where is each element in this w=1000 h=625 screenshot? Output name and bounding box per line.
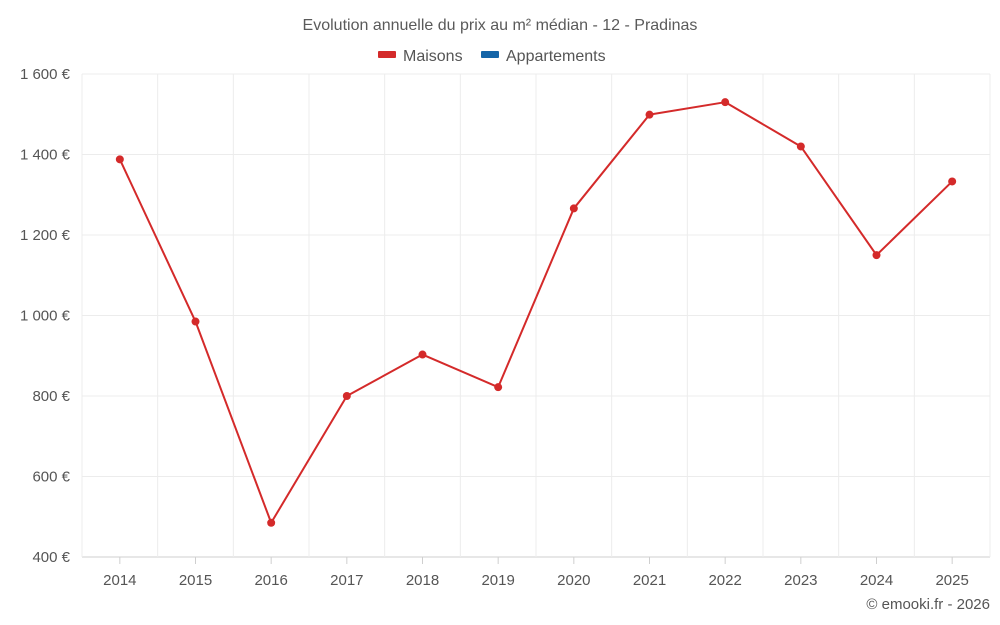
data-point-maisons[interactable] xyxy=(569,204,578,213)
x-tick-label: 2017 xyxy=(330,572,363,589)
legend-swatch-appartements xyxy=(481,51,499,58)
x-tick-label: 2016 xyxy=(254,572,287,589)
y-axis-ticks: 400 € 600 € 800 € 1 000 € 1 200 € 1 400 € 1 60… xyxy=(20,66,71,566)
data-point-maisons[interactable] xyxy=(645,110,654,119)
data-point-maisons[interactable] xyxy=(721,98,730,107)
data-point-maisons[interactable] xyxy=(267,518,276,527)
grid xyxy=(81,73,991,558)
y-tick-label: 1 200 € xyxy=(20,227,71,244)
y-tick-label: 1 000 € xyxy=(20,308,71,325)
data-point-maisons[interactable] xyxy=(342,392,351,400)
data-point-maisons[interactable] xyxy=(872,251,881,260)
data-point-maisons[interactable] xyxy=(191,317,200,326)
data-point-maisons[interactable] xyxy=(796,142,805,151)
legend-item-maisons[interactable]: Maisons xyxy=(378,48,463,65)
chart-title: Evolution annuelle du prix au m² médian … xyxy=(303,17,698,34)
x-tick-label: 2015 xyxy=(179,572,212,589)
y-tick-label: 600 € xyxy=(32,469,70,486)
legend-swatch-maisons xyxy=(378,51,396,58)
data-point-maisons[interactable] xyxy=(948,177,957,186)
y-tick-label: 1 600 € xyxy=(20,66,71,83)
legend-label-maisons: Maisons xyxy=(403,48,463,65)
data-point-maisons[interactable] xyxy=(494,383,503,392)
legend-label-appartements: Appartements xyxy=(506,48,606,65)
x-tick-label: 2024 xyxy=(860,572,893,589)
x-tick-label: 2021 xyxy=(633,572,666,589)
x-tick-label: 2020 xyxy=(557,572,590,589)
y-tick-label: 800 € xyxy=(32,388,70,405)
series-line-maisons xyxy=(118,101,953,524)
x-tick-label: 2023 xyxy=(784,572,817,589)
x-tick-label: 2018 xyxy=(406,572,439,589)
data-point-maisons[interactable] xyxy=(115,155,124,164)
data-point-maisons[interactable] xyxy=(418,350,427,359)
legend: Maisons Appartements xyxy=(378,48,606,65)
x-tick-label: 2022 xyxy=(708,572,741,589)
x-tick-label: 2025 xyxy=(935,572,968,589)
y-tick-label: 400 € xyxy=(32,549,70,566)
x-tick-label: 2019 xyxy=(481,572,514,589)
y-tick-label: 1 400 € xyxy=(20,147,71,164)
credit: © emooki.fr - 2026 xyxy=(866,596,990,613)
series-layer xyxy=(115,98,957,527)
legend-item-appartements[interactable]: Appartements xyxy=(481,48,606,65)
x-tick-label: 2014 xyxy=(103,572,136,589)
x-axis-ticks: 2014 2015 2016 2017 2018 2019 2020 2021 2022 2023… xyxy=(103,557,969,589)
